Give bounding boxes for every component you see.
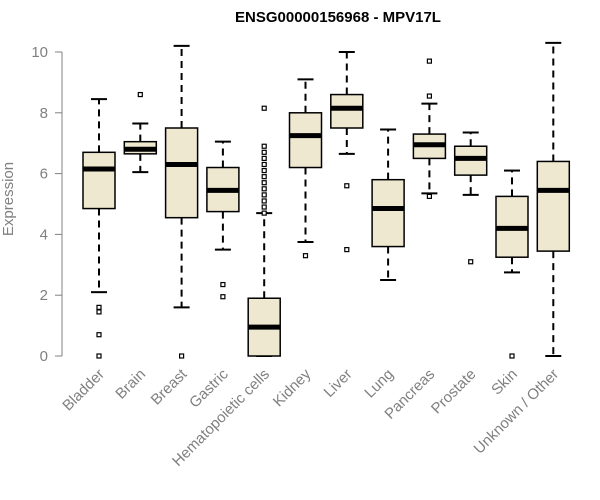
outlier-point (426, 58, 432, 64)
outlier-point (179, 353, 185, 359)
category-label: Breast (148, 365, 191, 408)
outlier-point (96, 353, 102, 359)
box-breast (164, 44, 199, 359)
iqr-box (536, 160, 571, 252)
outlier-point (261, 149, 267, 155)
outlier-point (261, 204, 267, 210)
outlier-point (426, 193, 432, 199)
box-lung (371, 128, 405, 281)
outlier-point (261, 167, 267, 174)
y-tick-label: 2 (40, 287, 48, 304)
iqr-box (288, 112, 323, 169)
outlier-point (261, 155, 267, 161)
category-label: Skin (488, 366, 521, 399)
box-bladder (82, 98, 116, 359)
box-skin (495, 169, 529, 359)
category-label: Bladder (59, 366, 108, 415)
outlier-point (220, 281, 226, 288)
outlier-point (509, 353, 515, 359)
box-gastric (206, 140, 240, 300)
y-tick-label: 8 (40, 105, 48, 122)
category-label: Brain (112, 366, 149, 403)
outlier-point (261, 186, 267, 192)
outlier-point (344, 183, 350, 189)
outlier-point (261, 105, 267, 111)
box-unknown-other (536, 41, 571, 357)
outlier-point (261, 210, 267, 216)
outlier-point (261, 143, 267, 149)
outlier-point (220, 294, 226, 300)
outlier-point (96, 304, 102, 310)
iqr-box (371, 178, 405, 248)
outlier-point (96, 332, 102, 338)
chart-title: ENSG00000156968 - MPV17L (235, 9, 441, 26)
box-brain (123, 91, 158, 174)
box-prostate (453, 131, 488, 265)
iqr-box (82, 151, 116, 210)
iqr-box (164, 127, 199, 219)
y-axis-label: Expression (0, 162, 17, 236)
outlier-point (261, 180, 267, 186)
box-liver (330, 51, 364, 253)
outlier-point (137, 91, 143, 98)
outlier-point (261, 192, 267, 198)
box-hematopoietic-cells (247, 105, 281, 357)
box-pancreas (412, 58, 447, 199)
outlier-point (344, 247, 350, 253)
outlier-point (261, 161, 267, 168)
y-tick-label: 6 (40, 166, 48, 183)
category-label: Lung (361, 366, 397, 402)
category-label: Kidney (270, 365, 315, 410)
y-tick-label: 10 (31, 44, 48, 61)
outlier-point (261, 198, 267, 204)
y-axis: 0 2 4 6 8 10 (31, 44, 63, 365)
y-tick-label: 0 (40, 348, 48, 365)
category-label: Prostate (428, 366, 480, 418)
boxes-layer (82, 41, 571, 359)
outlier-point (302, 253, 309, 259)
iqr-box (330, 93, 364, 129)
category-label: Liver (321, 366, 356, 401)
outlier-point (96, 309, 102, 315)
outlier-point (261, 174, 267, 180)
outlier-point (468, 259, 474, 265)
y-tick-label: 4 (40, 226, 48, 243)
outlier-point (426, 93, 432, 99)
box-kidney (288, 78, 323, 259)
